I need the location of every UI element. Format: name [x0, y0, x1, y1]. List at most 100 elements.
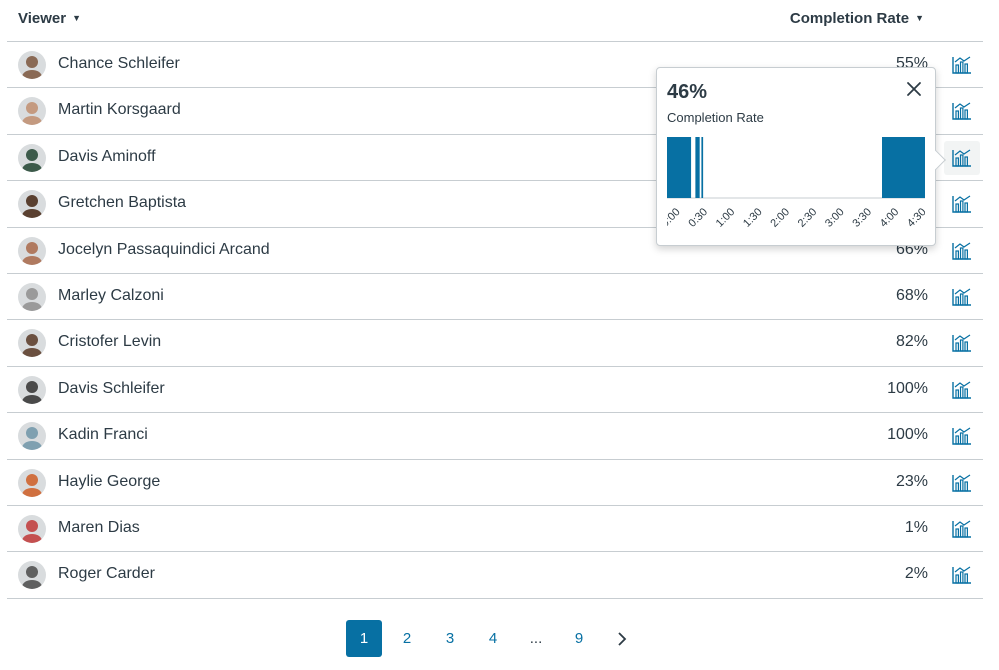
avatar	[18, 236, 46, 265]
avatar	[18, 51, 46, 79]
viewer-table: Viewer ▼ Completion Rate ▼ Chance Schlei…	[7, 0, 983, 599]
view-chart-button[interactable]	[944, 187, 980, 221]
page-button-1[interactable]: 1	[346, 620, 382, 657]
viewer-name: Davis Schleifer	[58, 379, 165, 397]
completion-rate: 100%	[887, 379, 928, 397]
avatar	[18, 97, 46, 126]
avatar	[18, 329, 46, 358]
watched-segment-bar	[701, 137, 704, 198]
viewer-name: Martin Korsgaard	[58, 101, 181, 119]
avatar	[18, 468, 46, 497]
viewer-name: Chance Schleifer	[58, 55, 180, 72]
popover-rate-label: Completion Rate	[667, 110, 764, 125]
viewer-name: Kadin Franci	[58, 426, 148, 444]
rate-header-label: Completion Rate	[789, 10, 910, 27]
chart-x-tick-label: 3:00	[823, 206, 847, 230]
table-row: Davis Schleifer 100%	[7, 367, 983, 414]
completion-rate-popover: 46% Completion Rate 0:00 0:30 1:00 1:30 2:00…	[656, 67, 946, 246]
viewer-column-header[interactable]: Viewer ▼	[18, 10, 81, 27]
table-row: Kadin Franci 100%	[7, 413, 983, 460]
sort-caret-icon: ▼	[915, 13, 924, 23]
chart-x-tick-label: 4:30	[905, 206, 925, 230]
chart-x-tick-label: 2:30	[796, 206, 820, 230]
chart-x-tick-label: 1:30	[741, 206, 765, 230]
page-button-3[interactable]: 3	[445, 630, 455, 647]
viewer-name: Cristofer Levin	[58, 333, 162, 351]
view-chart-button[interactable]	[944, 280, 980, 314]
chart-icon	[952, 149, 971, 167]
completion-chart: 0:00 0:30 1:00 1:30 2:00 2:30 3:00 3:30 4:00 4:30	[667, 137, 925, 230]
chart-x-tick-label: 3:30	[850, 206, 874, 230]
viewer-name: Davis Aminoff	[58, 147, 156, 165]
viewer-name: Haylie George	[58, 472, 161, 490]
view-chart-button[interactable]	[944, 373, 980, 407]
chart-icon	[952, 195, 971, 213]
viewer-name: Jocelyn Passaquindici Arcand	[58, 240, 270, 258]
avatar	[18, 190, 46, 219]
chart-icon	[952, 566, 971, 584]
table-row: Gretchen Baptista	[7, 181, 983, 228]
page-button-2[interactable]: 2	[402, 630, 412, 647]
chart-icon	[952, 288, 971, 306]
avatar	[18, 375, 46, 404]
view-chart-button[interactable]	[944, 558, 980, 592]
popover-rate-value: 46%	[667, 81, 708, 103]
table-row: Cristofer Levin 82%	[7, 320, 983, 367]
chart-icon	[952, 520, 971, 538]
avatar	[18, 282, 46, 311]
pagination: 1 2 3 4... 9	[346, 620, 640, 657]
page-button-4[interactable]: 4	[488, 630, 498, 647]
viewer-name: Marley Calzoni	[58, 286, 164, 304]
chevron-right-icon	[618, 631, 627, 646]
sort-caret-icon: ▼	[72, 13, 82, 23]
view-chart-button[interactable]	[944, 326, 980, 360]
viewer-name: Maren Dias	[58, 518, 140, 536]
close-icon[interactable]	[905, 80, 923, 98]
completion-rate: 68%	[895, 286, 928, 304]
viewer-name: Gretchen Baptista	[58, 194, 187, 212]
next-page-button[interactable]	[604, 620, 640, 657]
table-row: Martin Korsgaard	[7, 88, 983, 135]
chart-x-tick-label: 4:00	[878, 206, 902, 230]
table-body: Chance Schleifer 55% Martin Korsgaard Davis…	[7, 42, 983, 599]
table-row: Jocelyn Passaquindici Arcand 66%	[7, 228, 983, 274]
avatar	[18, 422, 46, 451]
chart-icon	[952, 56, 971, 74]
view-chart-button[interactable]	[944, 466, 980, 500]
view-chart-button[interactable]	[944, 419, 980, 453]
watched-segment-bar	[882, 137, 925, 198]
table-header: Viewer ▼ Completion Rate ▼	[7, 0, 983, 42]
completion-rate: 82%	[895, 333, 928, 351]
table-row: Roger Carder 2%	[7, 552, 983, 599]
view-chart-button[interactable]	[944, 48, 980, 82]
chart-icon	[952, 334, 971, 353]
completion-rate-column-header[interactable]: Completion Rate ▼	[790, 10, 924, 27]
completion-rate: 2%	[904, 565, 928, 583]
page-list: 1 2 3 4... 9	[346, 620, 604, 657]
chart-icon	[952, 381, 971, 399]
completion-rate: 1%	[904, 518, 928, 536]
chart-icon	[952, 102, 971, 121]
table-row: Haylie George 23%	[7, 460, 983, 506]
table-row: Maren Dias 1%	[7, 506, 983, 553]
viewer-header-label: Viewer	[18, 10, 67, 27]
chart-x-tick-label: 0:30	[686, 206, 710, 230]
viewer-name: Roger Carder	[58, 565, 155, 583]
chart-x-tick-label: 1:00	[714, 206, 738, 230]
table-row: Marley Calzoni 68%	[7, 274, 983, 321]
avatar	[18, 561, 46, 590]
chart-x-tick-label: 0:00	[667, 206, 683, 230]
chart-icon	[952, 427, 971, 445]
page-ellipsis: ...	[529, 630, 543, 647]
view-chart-button[interactable]	[944, 512, 980, 546]
watched-segment-bar	[695, 137, 700, 198]
page-button-9[interactable]: 9	[574, 630, 584, 647]
chart-x-tick-label: 2:00	[768, 206, 792, 230]
view-chart-button[interactable]	[944, 234, 980, 268]
completion-rate: 23%	[895, 472, 928, 490]
completion-rate: 100%	[887, 426, 928, 444]
table-row: Davis Aminoff	[7, 135, 983, 182]
view-chart-button[interactable]	[944, 140, 980, 175]
avatar	[18, 143, 46, 172]
view-chart-button[interactable]	[944, 94, 980, 128]
